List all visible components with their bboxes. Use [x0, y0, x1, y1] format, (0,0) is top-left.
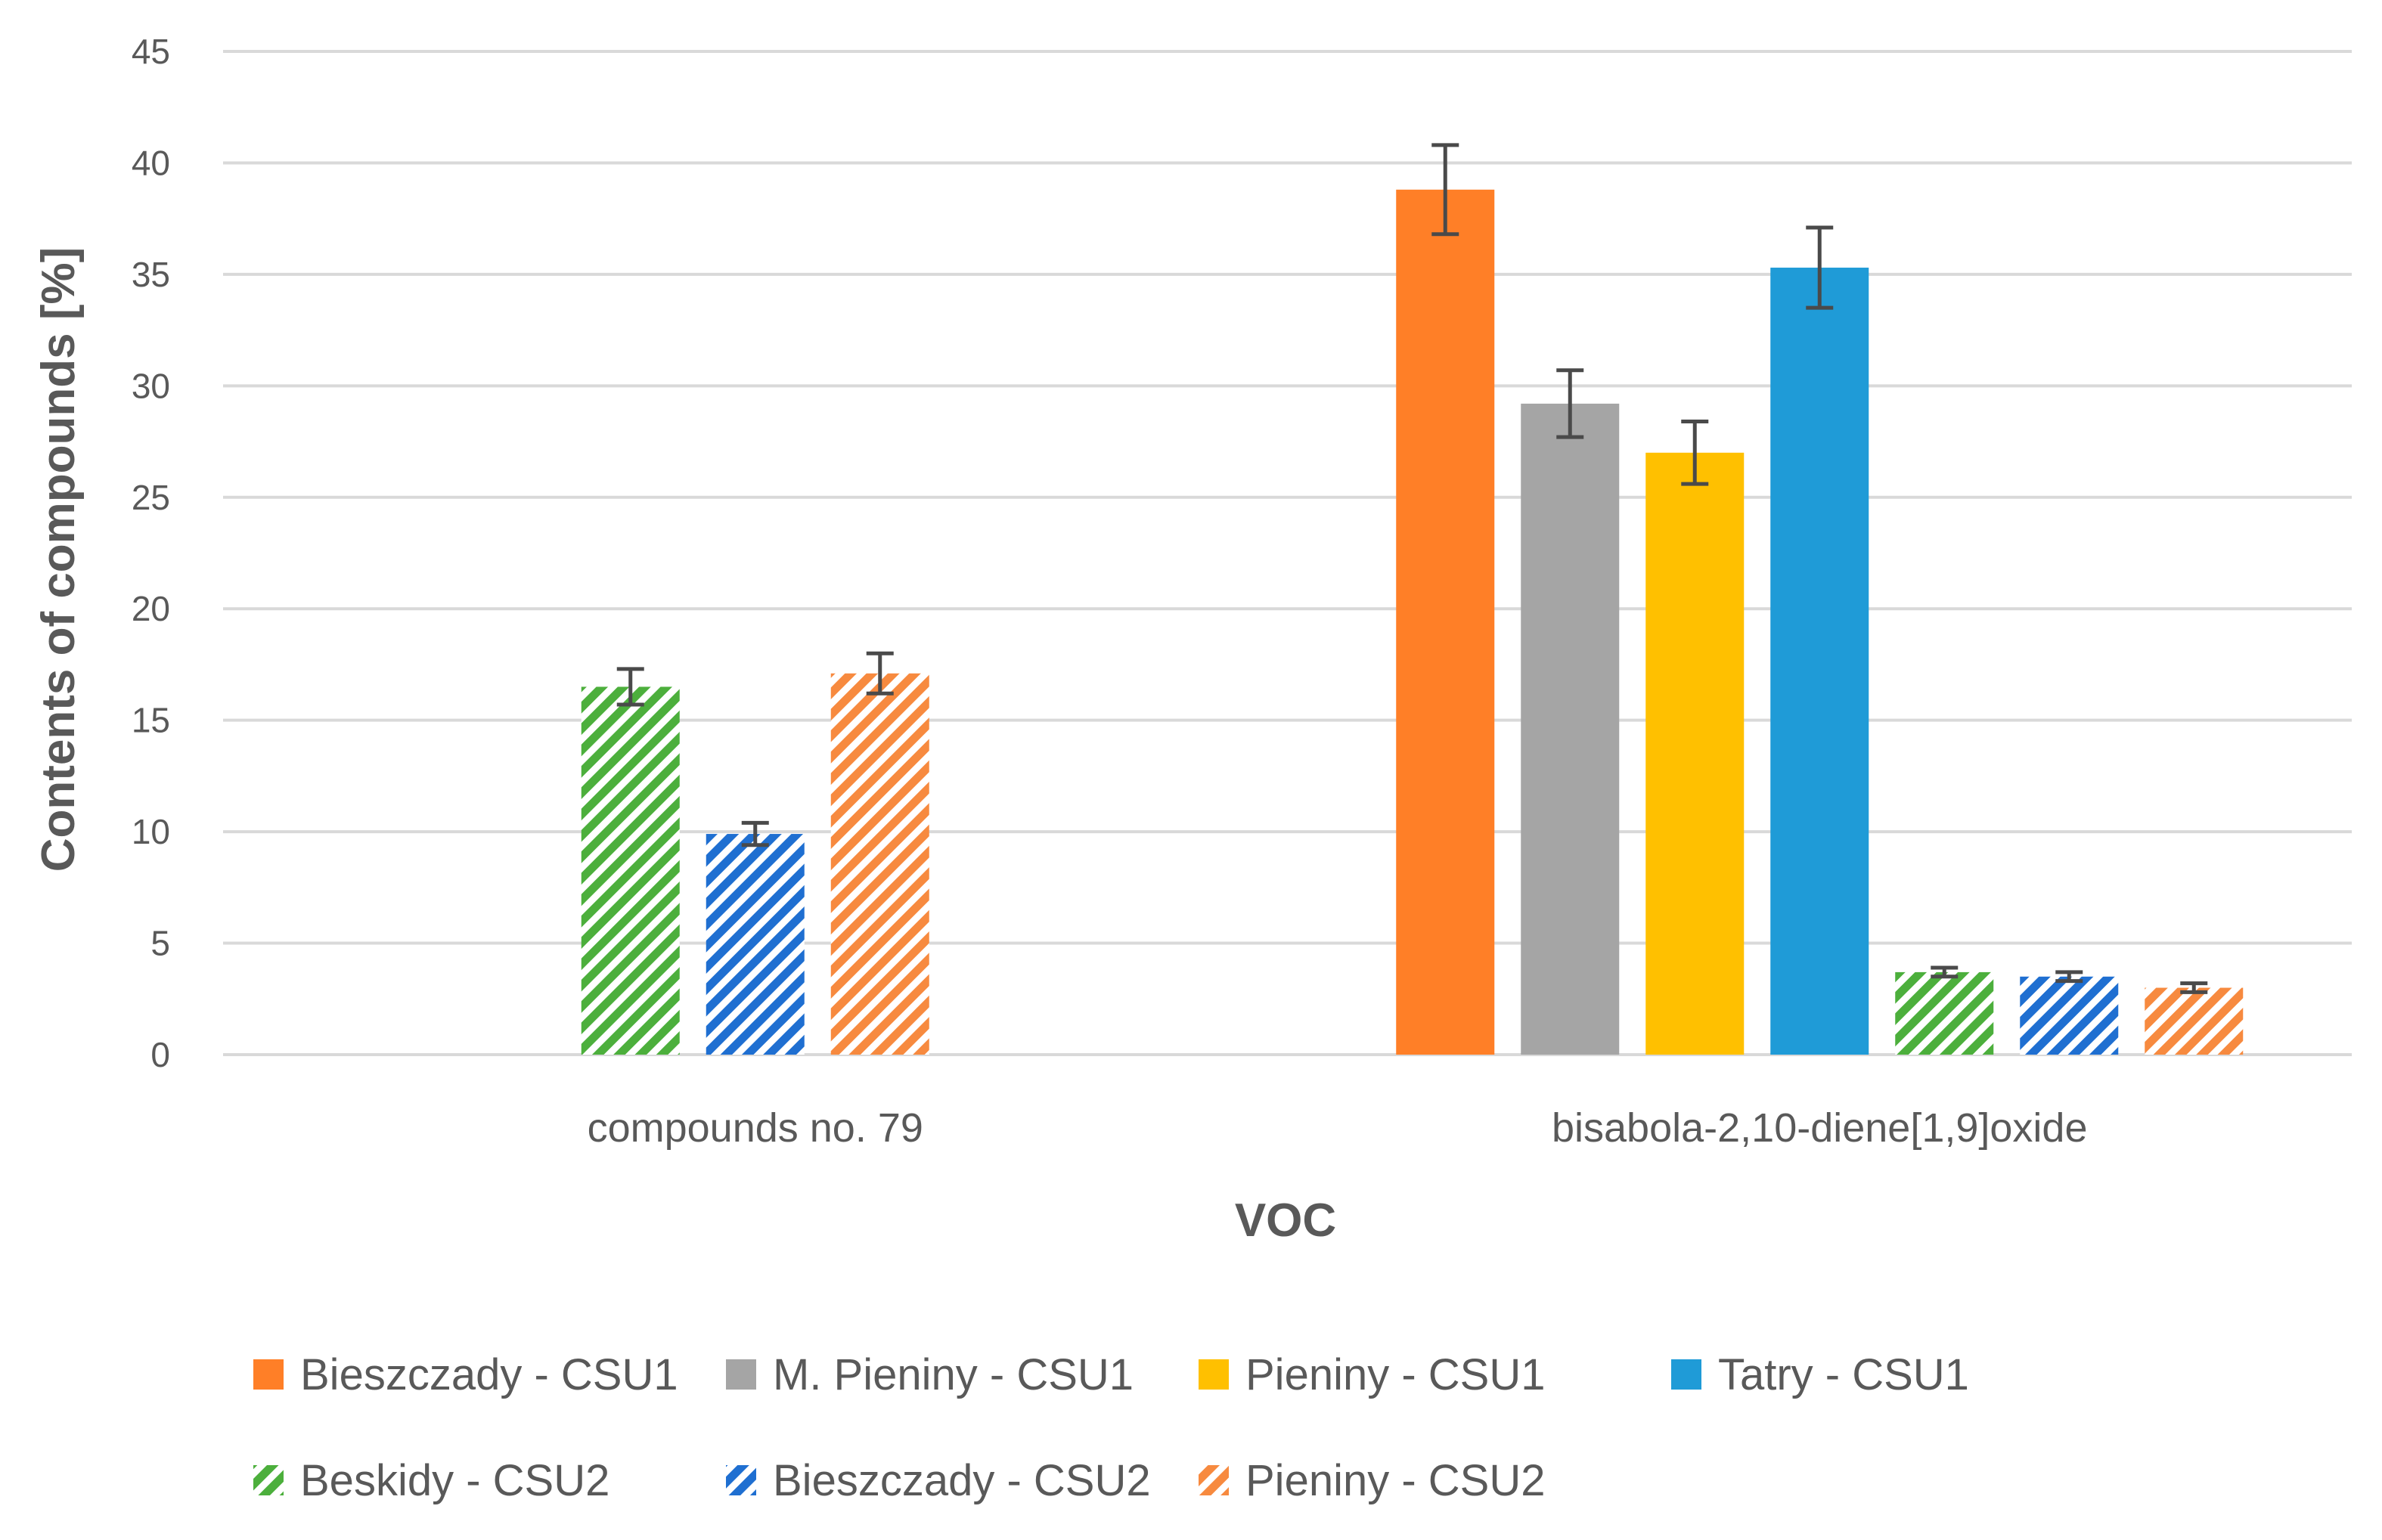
legend-swatch-pieniny-csu1	[1199, 1359, 1229, 1390]
legend-item-m-pieniny-csu1: M. Pieniny - CSU1	[726, 1350, 1134, 1399]
bar-bieszczady-csu1-2	[1396, 189, 1495, 1055]
y-tick-25: 25	[132, 478, 170, 517]
bar-beskidy-csu2-1	[581, 686, 680, 1055]
bar-pieniny-csu2-2	[2145, 987, 2244, 1055]
legend-item-tatry-csu1: Tatry - CSU1	[1671, 1350, 1969, 1399]
bar-beskidy-csu2-2	[1895, 971, 1994, 1055]
error-bar-pieniny-csu2-1	[866, 651, 894, 696]
legend-item-pieniny-csu1: Pieniny - CSU1	[1199, 1350, 1545, 1399]
bar-tatry-csu1-2	[1770, 268, 1869, 1055]
bar-bieszczady-csu2-1	[706, 834, 805, 1055]
legend: Bieszczady - CSU1 M. Pieniny - CSU1 Pienin…	[253, 1350, 1969, 1505]
legend-swatch-bieszczady-csu1	[253, 1359, 284, 1390]
legend-swatch-m-pieniny-csu1	[726, 1359, 756, 1390]
x-axis-title: VOC	[1235, 1195, 1336, 1247]
legend-label-beskidy-csu2: Beskidy - CSU2	[300, 1456, 609, 1505]
legend-swatch-pieniny-csu2	[1199, 1465, 1229, 1495]
error-bar-pieniny-csu2-2	[2180, 981, 2208, 994]
error-bar-tatry-csu1-2	[1806, 225, 1834, 310]
y-tick-10: 10	[132, 812, 170, 851]
y-axis-ticks: 0 5 10 15 20 25 30 35 40 45	[132, 32, 170, 1074]
legend-swatch-bieszczady-csu2	[726, 1465, 756, 1495]
legend-item-bieszczady-csu1: Bieszczady - CSU1	[253, 1350, 678, 1399]
error-bar-beskidy-csu2-2	[1931, 965, 1959, 979]
y-tick-20: 20	[132, 589, 170, 628]
error-bar-pieniny-csu1-2	[1681, 420, 1709, 486]
legend-label-tatry-csu1: Tatry - CSU1	[1718, 1350, 1969, 1399]
x-axis-categories: compounds no. 79 bisabola-2,10-diene[1,9]…	[588, 1105, 2088, 1151]
x-category-2: bisabola-2,10-diene[1,9]oxide	[1552, 1105, 2088, 1151]
y-tick-45: 45	[132, 32, 170, 71]
y-tick-0: 0	[150, 1035, 170, 1074]
y-tick-40: 40	[132, 143, 170, 182]
y-tick-35: 35	[132, 255, 170, 294]
x-category-1: compounds no. 79	[588, 1105, 923, 1151]
bar-m-pieniny-csu1-2	[1521, 403, 1620, 1055]
legend-swatch-tatry-csu1	[1671, 1359, 1701, 1390]
error-bar-m-pieniny-csu1-2	[1556, 368, 1584, 439]
error-bar-bieszczady-csu1-2	[1431, 143, 1459, 237]
legend-label-pieniny-csu2: Pieniny - CSU2	[1245, 1456, 1545, 1505]
error-bars	[616, 143, 2208, 994]
y-axis-title: Contents of compounds [%]	[33, 247, 85, 872]
legend-label-m-pieniny-csu1: M. Pieniny - CSU1	[773, 1350, 1134, 1399]
legend-item-bieszczady-csu2: Bieszczady - CSU2	[726, 1456, 1151, 1505]
y-tick-30: 30	[132, 366, 170, 405]
legend-item-beskidy-csu2: Beskidy - CSU2	[253, 1456, 609, 1505]
gridlines	[223, 50, 2352, 1056]
y-tick-5: 5	[150, 924, 170, 963]
error-bar-bieszczady-csu2-1	[741, 820, 769, 847]
legend-label-bieszczady-csu1: Bieszczady - CSU1	[300, 1350, 678, 1399]
legend-swatch-beskidy-csu2	[253, 1465, 284, 1495]
legend-label-pieniny-csu1: Pieniny - CSU1	[1245, 1350, 1545, 1399]
error-bar-beskidy-csu2-1	[616, 667, 644, 707]
error-bar-bieszczady-csu2-2	[2055, 970, 2083, 984]
legend-label-bieszczady-csu2: Bieszczady - CSU2	[773, 1456, 1151, 1505]
bar-bieszczady-csu2-2	[2020, 976, 2119, 1055]
legend-item-pieniny-csu2: Pieniny - CSU2	[1199, 1456, 1545, 1505]
bar-pieniny-csu2-1	[830, 673, 929, 1055]
y-tick-15: 15	[132, 701, 170, 740]
bars	[581, 189, 2244, 1055]
bar-pieniny-csu1-2	[1645, 452, 1745, 1055]
